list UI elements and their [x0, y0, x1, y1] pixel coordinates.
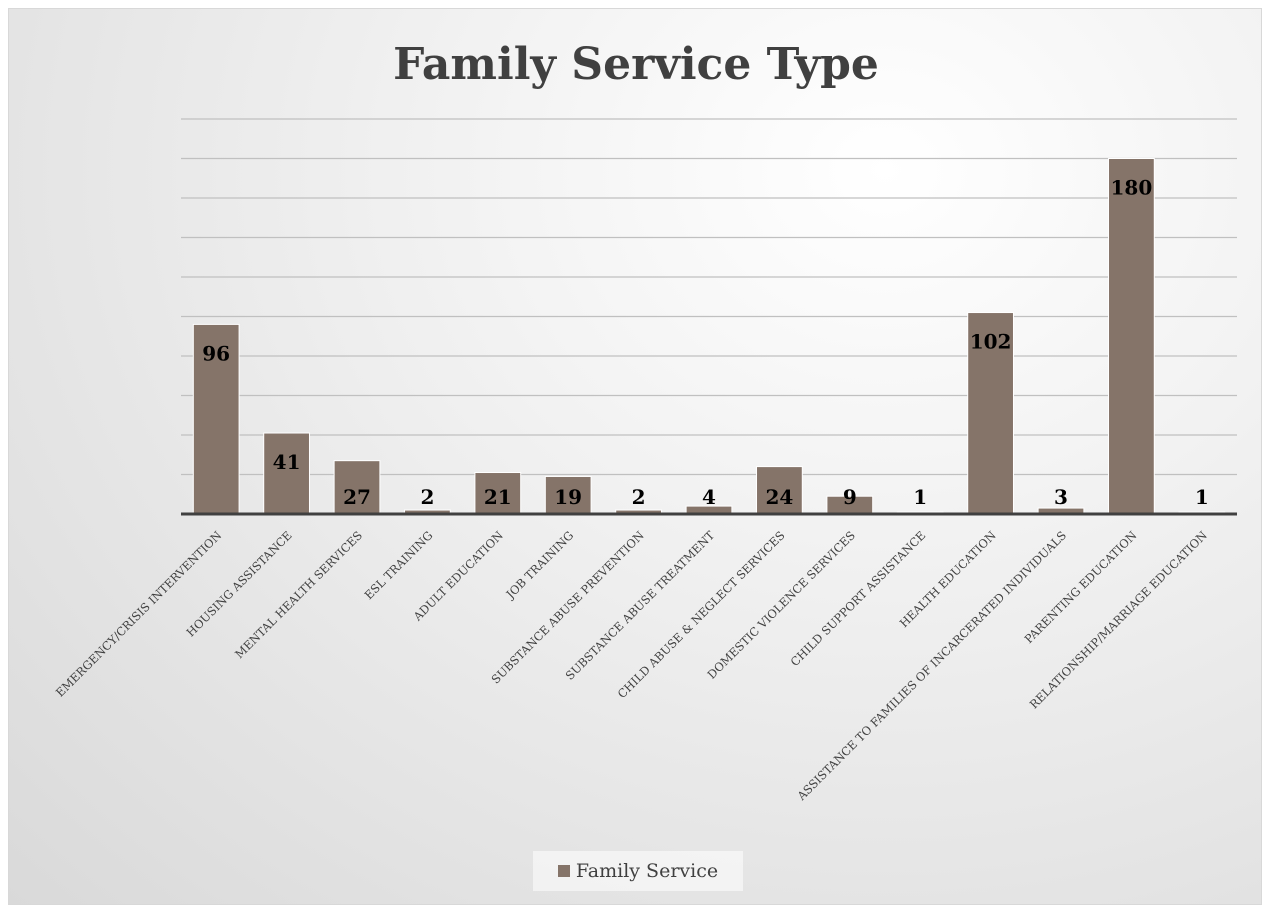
- data-label: 1: [1195, 485, 1209, 509]
- data-label: 180: [1111, 176, 1153, 200]
- legend-swatch: [557, 865, 570, 877]
- bar: [192, 323, 240, 515]
- chart-title: Family Service Type: [393, 39, 879, 90]
- data-label: 27: [343, 485, 371, 509]
- bar: [333, 460, 381, 515]
- data-label: 96: [202, 341, 230, 365]
- bar: [756, 466, 803, 515]
- category-label: SUBSTANCE ABUSE PREVENTION: [488, 528, 646, 686]
- chart-frame: Family Service Type 96 41 27 2 21 19 2 4 24 9 1 102…: [8, 8, 1262, 905]
- data-label: 9: [843, 485, 857, 509]
- data-label: 2: [632, 485, 646, 509]
- category-label: MENTAL HEALTH SERVICES: [232, 528, 365, 661]
- bar: [1108, 158, 1155, 515]
- bar: [544, 475, 592, 515]
- category-label: DOMESTIC VIOLENCE SERVICES: [704, 528, 858, 682]
- data-label: 3: [1054, 485, 1068, 509]
- category-label: PARENTING EDUCATION: [1022, 528, 1140, 646]
- legend-label: Family Service: [575, 860, 719, 882]
- gridlines: [181, 118, 1237, 476]
- bar: [967, 312, 1014, 515]
- category-label: ESL TRAINING: [362, 528, 436, 602]
- data-label: 102: [970, 330, 1012, 354]
- category-label: JOB TRAINING: [503, 528, 577, 602]
- category-label: SUBSTANCE ABUSE TREATMENT: [563, 528, 718, 683]
- data-label: 19: [554, 485, 582, 509]
- bars: [192, 158, 1226, 515]
- data-label: 24: [765, 485, 793, 509]
- category-label: ASSISTANCE TO FAMILIES OF INCARCERATED I…: [794, 528, 1070, 804]
- bar: [474, 472, 522, 515]
- data-label: 1: [913, 485, 927, 509]
- category-label: CHILD SUPPORT ASSISTANCE: [788, 528, 929, 669]
- data-label: 21: [484, 485, 512, 509]
- legend: Family Service: [533, 851, 743, 891]
- data-label: 4: [702, 485, 716, 509]
- data-label: 2: [420, 485, 434, 509]
- data-label: 41: [273, 450, 301, 474]
